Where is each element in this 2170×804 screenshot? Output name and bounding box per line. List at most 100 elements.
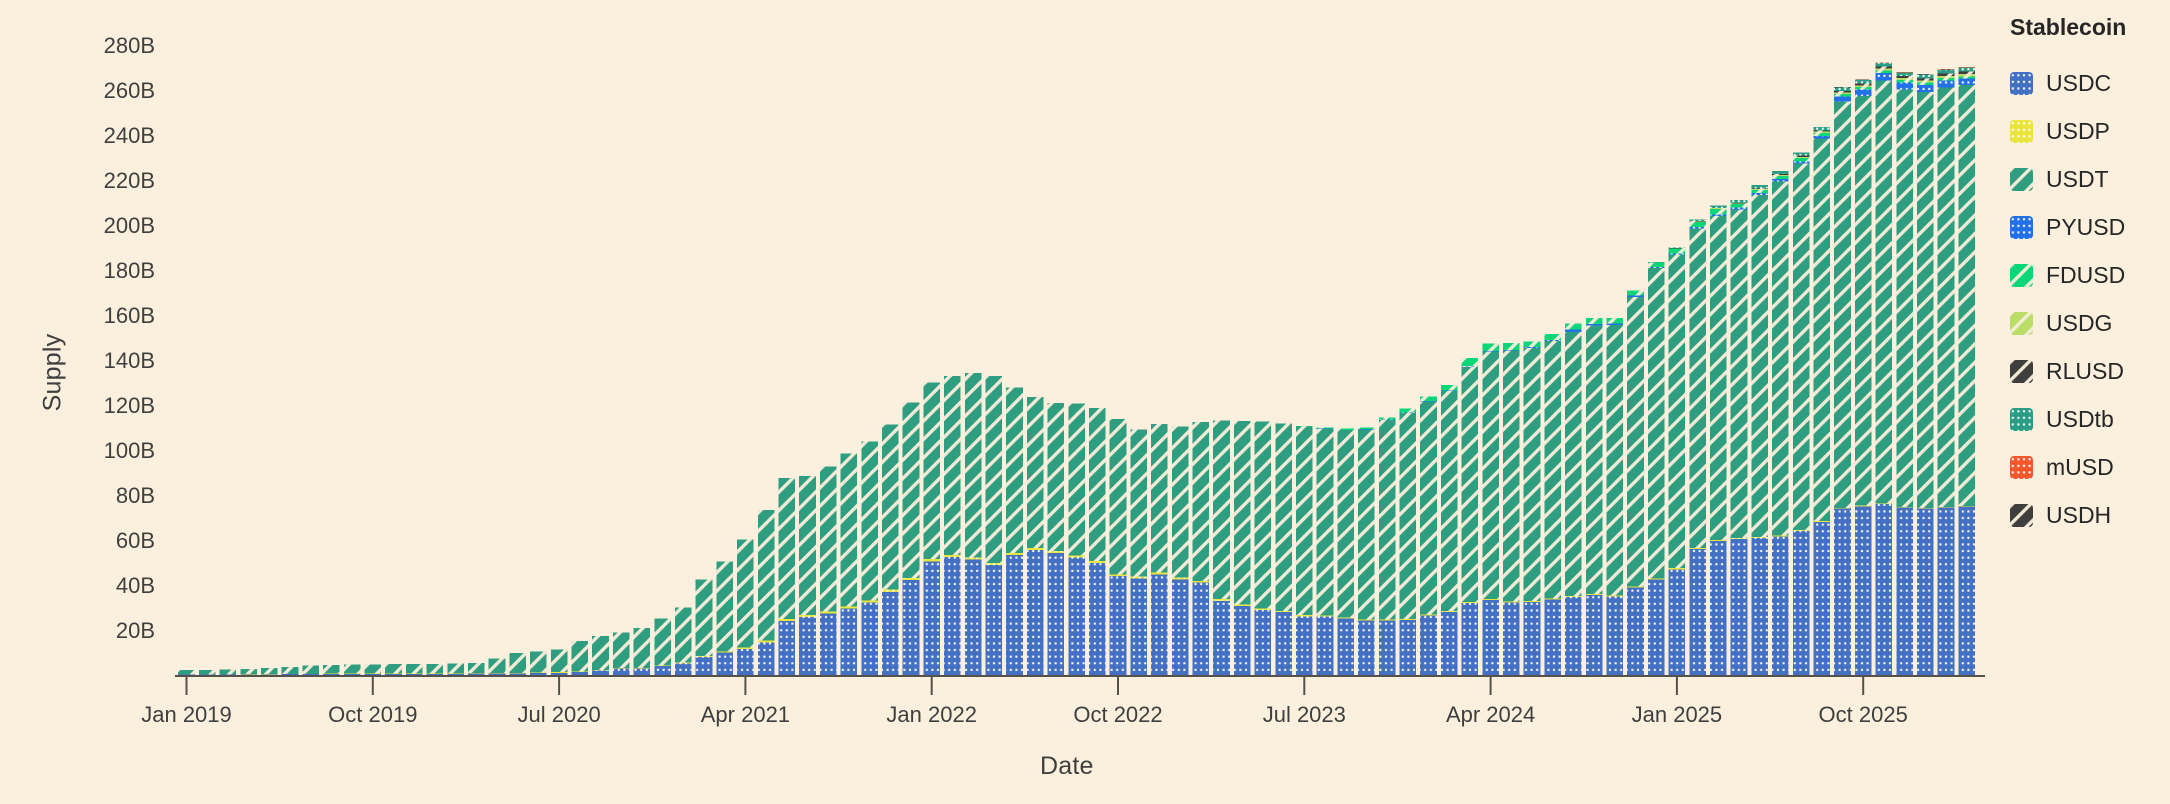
bar-segment-USDT (737, 539, 754, 648)
bar-month-10 (385, 664, 402, 675)
bar-segment-USDT (985, 375, 1003, 563)
bar-segment-PYUSD (1482, 350, 1499, 352)
bar-segment-USDC (1958, 506, 1975, 675)
legend: Stablecoin USDC USDP USDT PYUSD FDUSD USDG RLU… (2010, 14, 2168, 539)
y-tick-label: 180B (104, 258, 155, 283)
bar-segment-USDP (1358, 619, 1375, 621)
bar-month-38 (964, 372, 982, 675)
bar-segment-USDT (1585, 325, 1603, 594)
y-tick-label: 220B (104, 168, 155, 193)
legend-swatch-USDC (2010, 71, 2033, 95)
bar-segment-USDC (1440, 611, 1458, 675)
bar-segment-RLUSD (1854, 83, 1872, 86)
bar-segment-FDUSD (1813, 132, 1831, 136)
bar-month-69 (1606, 317, 1624, 675)
legend-item-mUSD: mUSD (2010, 443, 2168, 491)
bar-segment-USDT (281, 667, 299, 674)
bar-segment-USDtb (1689, 219, 1706, 222)
bar-segment-USDT (1730, 209, 1748, 538)
bar-segment-USDC (1751, 537, 1768, 675)
bar-segment-USDP (509, 672, 526, 674)
bar-segment-USDG (1958, 74, 1975, 77)
legend-swatch-PYUSD (2010, 215, 2033, 239)
bar-month-13 (447, 663, 464, 675)
bar-month-48 (1171, 426, 1189, 676)
bar-segment-USDT (1006, 387, 1023, 553)
bar-segment-USDT (1710, 216, 1727, 540)
bar-month-23 (654, 618, 671, 676)
bar-segment-USDT (716, 561, 733, 652)
bar-segment-USDG (1917, 80, 1934, 83)
bar-segment-USDP (1668, 568, 1686, 570)
bar-segment-USDC (302, 674, 319, 675)
bar-segment-USDC (1937, 507, 1955, 676)
bar-segment-USDG (1751, 189, 1768, 190)
bar-segment-PYUSD (1585, 324, 1603, 326)
bar-segment-PYUSD (1523, 346, 1541, 348)
bar-segment-USDT (1151, 423, 1168, 573)
y-tick-label: 140B (104, 348, 155, 373)
bar-segment-USDP (1192, 580, 1210, 583)
y-tick-label: 60B (116, 528, 155, 553)
bar-segment-RLUSD (1958, 71, 1975, 75)
bar-month-46 (1130, 429, 1147, 675)
bar-month-71 (1647, 262, 1665, 675)
bar-segment-USDP (1109, 574, 1127, 577)
bar-month-64 (1503, 343, 1520, 675)
bar-segment-USDtb (1751, 185, 1768, 189)
bar-segment-FDUSD (1523, 341, 1541, 347)
bar-segment-USDP (944, 554, 961, 558)
bar-segment-FDUSD (1792, 157, 1810, 162)
bar-segment-USDC (985, 565, 1003, 675)
bar-segment-USDP (1151, 572, 1168, 575)
bar-segment-USDP (1399, 619, 1417, 621)
legend-swatch-USDP (2010, 119, 2033, 143)
bar-segment-USDP (571, 671, 589, 672)
legend-title: Stablecoin (2010, 14, 2127, 40)
bar-segment-USDP (1834, 507, 1851, 509)
bar-segment-FDUSD (1378, 417, 1396, 420)
bar-month-76 (1751, 185, 1768, 675)
bar-segment-USDtb (1917, 74, 1934, 79)
bar-segment-USDC (281, 674, 299, 675)
bar-segment-USDP (861, 600, 878, 603)
bar-segment-USDP (1730, 537, 1748, 539)
bar-segment-USDT (1896, 89, 1913, 507)
bar-segment-USDT (1461, 366, 1479, 602)
bar-segment-USDtb (1730, 200, 1748, 203)
bar-segment-USDT (1399, 412, 1417, 620)
bar-month-73 (1689, 219, 1706, 675)
bar-segment-USDC (385, 673, 402, 675)
bar-segment-USDP (1026, 547, 1044, 550)
bar-segment-USDC (261, 674, 278, 675)
bar-month-31 (819, 466, 837, 676)
bar-segment-USDP (716, 651, 733, 653)
bar-segment-USDP (1854, 505, 1872, 507)
bar-segment-PYUSD (1440, 390, 1458, 391)
bar-segment-USDC (571, 671, 589, 675)
bar-month-18 (550, 649, 568, 675)
bar-segment-USDT (1772, 181, 1789, 536)
bar-segment-PYUSD (1937, 80, 1955, 88)
bar-segment-USDP (550, 672, 568, 673)
legend-swatch-USDH (2010, 503, 2033, 527)
bar-segment-USDtb (1792, 152, 1810, 156)
bar-month-21 (612, 632, 630, 675)
bar-segment-USDC (1399, 620, 1417, 675)
bar-segment-PYUSD (1710, 214, 1727, 216)
bar-segment-USDT (240, 668, 257, 675)
legend-label: PYUSD (2046, 213, 2126, 240)
bar-segment-USDT (1213, 420, 1230, 600)
bar-segment-USDT (1420, 401, 1437, 615)
bar-segment-USDP (1503, 601, 1520, 603)
legend-item-USDT: USDT (2010, 155, 2168, 203)
bar-segment-USDC (675, 663, 692, 675)
bar-segment-USDT (405, 664, 423, 674)
legend-item-RLUSD: RLUSD (2010, 347, 2168, 395)
bar-month-44 (1089, 408, 1106, 675)
bar-segment-USDT (1668, 254, 1686, 569)
y-tick-label: 280B (104, 33, 155, 58)
bar-segment-FDUSD (1337, 428, 1354, 430)
bar-segment-USDG (1730, 203, 1748, 205)
bar-segment-PYUSD (1751, 192, 1768, 195)
